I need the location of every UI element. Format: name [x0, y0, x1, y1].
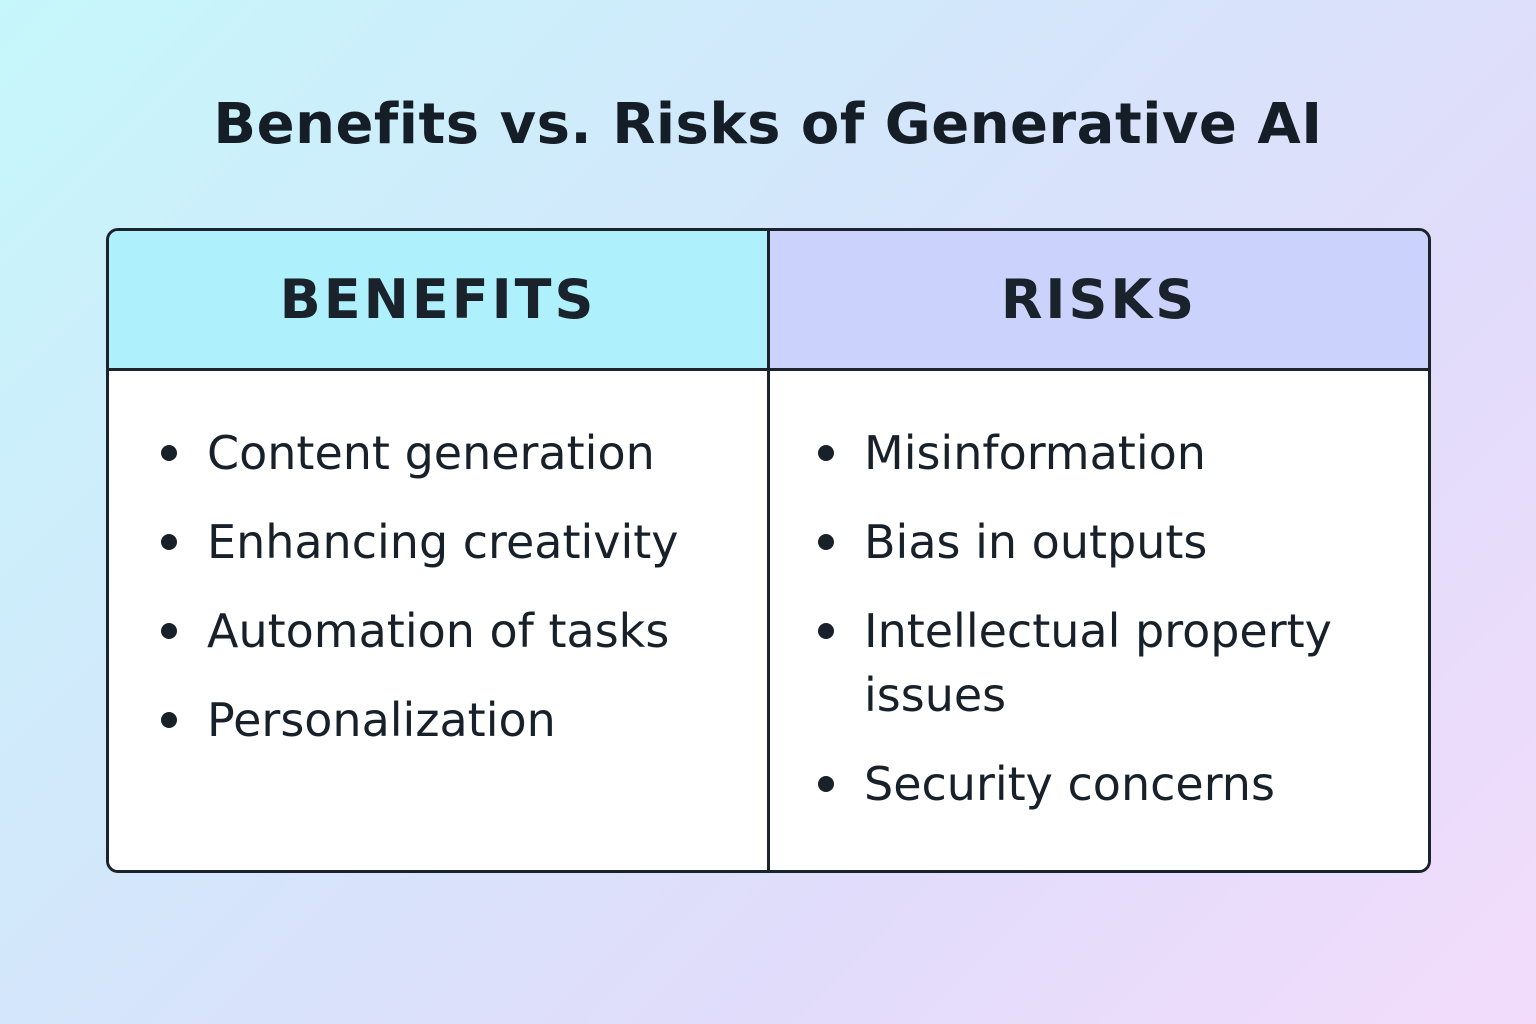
benefit-item: Content generation: [161, 421, 767, 485]
risks-column: Misinformation Bias in outputs Intellect…: [770, 371, 1428, 870]
risk-item-label: Misinformation: [864, 426, 1206, 480]
benefit-item-label: Enhancing creativity: [207, 515, 679, 569]
benefits-column: Content generation Enhancing creativity …: [109, 371, 770, 870]
benefit-item: Personalization: [161, 688, 767, 752]
risk-item: Misinformation: [818, 421, 1428, 485]
bullet-icon: [818, 445, 834, 461]
risk-item-label: Bias in outputs: [864, 515, 1208, 569]
bullet-icon: [818, 534, 834, 550]
risk-item: Security concerns: [818, 752, 1428, 816]
benefit-item: Automation of tasks: [161, 599, 767, 663]
benefits-list: Content generation Enhancing creativity …: [161, 421, 767, 752]
comparison-table: BENEFITS RISKS Content generation Enhanc…: [106, 228, 1431, 873]
benefit-item-label: Content generation: [207, 426, 655, 480]
bullet-icon: [818, 776, 834, 792]
bullet-icon: [161, 445, 177, 461]
risk-item-label: Intellectual property issues: [864, 604, 1332, 722]
risks-header: RISKS: [770, 231, 1428, 371]
bullet-icon: [818, 623, 834, 639]
bullet-icon: [161, 534, 177, 550]
benefit-item-label: Personalization: [207, 693, 556, 747]
risk-item-label: Security concerns: [864, 757, 1275, 811]
benefit-item: Enhancing creativity: [161, 510, 767, 574]
bullet-icon: [161, 623, 177, 639]
benefit-item-label: Automation of tasks: [207, 604, 670, 658]
risk-item: Intellectual property issues: [818, 599, 1428, 727]
benefits-header: BENEFITS: [109, 231, 770, 371]
risks-list: Misinformation Bias in outputs Intellect…: [818, 421, 1428, 816]
page-title: Benefits vs. Risks of Generative AI: [213, 92, 1323, 157]
bullet-icon: [161, 712, 177, 728]
risk-item: Bias in outputs: [818, 510, 1428, 574]
